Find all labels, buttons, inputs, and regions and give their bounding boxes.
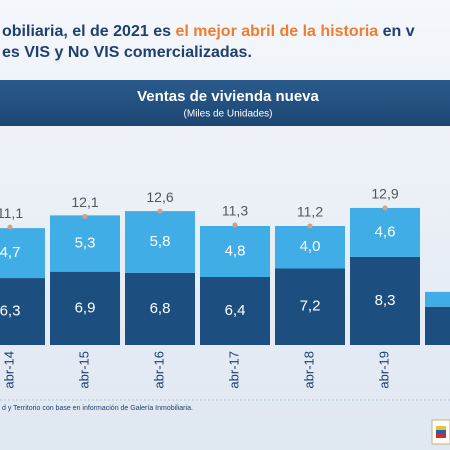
chart-banner bbox=[0, 80, 450, 126]
total-marker bbox=[307, 223, 313, 229]
x-tick-label: abr-17 bbox=[226, 351, 241, 389]
bar-segment bbox=[125, 211, 195, 273]
data-label: 4,6 bbox=[375, 223, 396, 240]
bar-segment bbox=[0, 278, 45, 345]
bar-segment bbox=[50, 215, 120, 272]
data-label: 4,7 bbox=[0, 244, 20, 261]
total-marker bbox=[7, 224, 13, 230]
total-marker bbox=[82, 213, 88, 219]
data-label: 5,3 bbox=[75, 235, 96, 252]
headline-line-2: es VIS y No VIS comercializadas. bbox=[2, 44, 252, 61]
total-label: 11,3 bbox=[222, 203, 248, 219]
total-marker bbox=[232, 222, 238, 228]
total-marker bbox=[157, 208, 163, 214]
x-tick-label: abr-18 bbox=[301, 351, 316, 389]
data-label: 5,8 bbox=[150, 233, 171, 250]
bar-segment bbox=[200, 277, 270, 345]
data-label: 8,3 bbox=[375, 292, 396, 309]
data-label: 6,8 bbox=[150, 300, 171, 317]
x-tick-label: abr-19 bbox=[376, 351, 391, 389]
bar-segment bbox=[350, 256, 420, 345]
bar-segment bbox=[275, 268, 345, 345]
source-note: d y Territorio con base en información d… bbox=[2, 405, 193, 412]
total-label: 12,1 bbox=[71, 194, 98, 210]
data-label: 7,2 bbox=[300, 298, 321, 315]
data-label: 6,9 bbox=[75, 299, 96, 316]
total-label: 12,9 bbox=[371, 186, 398, 202]
total-label: 11,1 bbox=[0, 205, 23, 221]
chart-title: Ventas de vivienda nueva bbox=[137, 88, 319, 105]
bar-segment bbox=[425, 306, 450, 345]
x-tick-label: abr-14 bbox=[1, 351, 16, 389]
total-marker bbox=[382, 205, 388, 211]
x-tick-label: abr-16 bbox=[151, 351, 166, 389]
bar-segment bbox=[350, 207, 420, 257]
headline-part: en v bbox=[378, 23, 415, 40]
bar-segment bbox=[275, 226, 345, 269]
bar-segment bbox=[0, 228, 45, 279]
total-label: 12,6 bbox=[146, 189, 173, 205]
headline-highlight: el mejor abril de la historia bbox=[175, 23, 378, 40]
x-tick-label: abr-15 bbox=[76, 351, 91, 389]
chart-subtitle: (Miles de Unidades) bbox=[184, 109, 273, 120]
data-label: 4,8 bbox=[225, 242, 246, 259]
total-label: 11,2 bbox=[297, 204, 323, 220]
bar-segment bbox=[125, 272, 195, 345]
bar-segment bbox=[200, 226, 270, 277]
data-label: 4,0 bbox=[300, 238, 321, 255]
logo bbox=[431, 419, 450, 445]
bar-segment bbox=[425, 291, 450, 307]
data-label: 6,3 bbox=[0, 303, 20, 320]
data-label: 6,4 bbox=[225, 302, 246, 319]
bar-segment bbox=[50, 271, 120, 345]
headline-part: obiliaria, el de 2021 es bbox=[2, 23, 175, 40]
headline-line-1: obiliaria, el de 2021 es el mejor abril … bbox=[2, 23, 415, 40]
